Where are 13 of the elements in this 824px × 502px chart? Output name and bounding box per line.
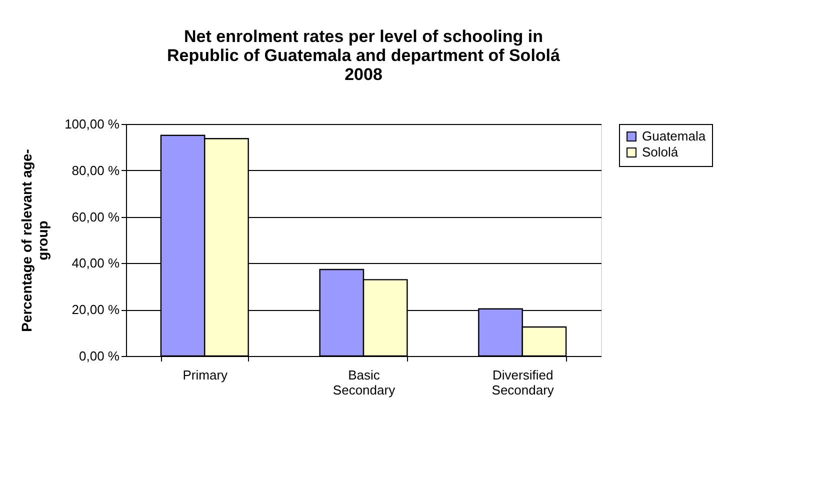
chart-title: Net enrolment rates per level of schooling in Republic of Guatemala and department of Sololá 2008	[167, 27, 561, 84]
y-tick-label: 100,00 %	[64, 116, 120, 132]
y-tick-label: 40,00 %	[72, 256, 120, 271]
legend-label: Sololá	[642, 144, 679, 160]
y-tick-label: 80,00 %	[72, 162, 120, 178]
x-tick-label: Diversified Secondary	[492, 368, 554, 398]
y-axis-title: Percentage of relevant age- group	[18, 148, 51, 332]
y-tick-label: 60,00 %	[72, 209, 120, 224]
legend-label: Guatemala	[642, 128, 706, 144]
y-tick-label: 0,00 %	[79, 348, 120, 364]
x-tick-label: Basic Secondary	[332, 368, 396, 398]
x-tick-label: Primary	[182, 368, 228, 382]
y-tick-label: 20,00 %	[72, 302, 120, 318]
